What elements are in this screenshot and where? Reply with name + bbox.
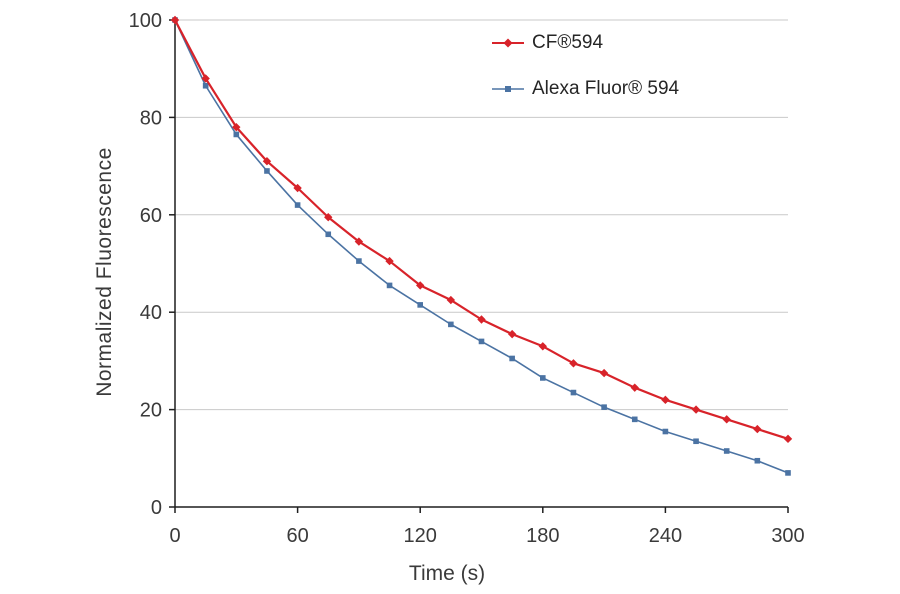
x-tick-label: 60: [286, 525, 308, 547]
series-line-alexa594: [174, 19, 789, 474]
data-point-marker: [416, 281, 425, 290]
data-point-marker: [691, 405, 701, 414]
data-point-marker: [386, 282, 393, 289]
data-point-marker: [662, 428, 669, 435]
data-point-marker: [661, 395, 670, 405]
data-point-marker: [599, 368, 609, 378]
data-point-marker: [753, 424, 762, 434]
data-point-marker: [324, 213, 333, 222]
data-point-marker: [477, 315, 486, 324]
legend: CF®594 Alexa Fluor® 594: [492, 32, 679, 124]
data-point-marker: [693, 438, 699, 445]
legend-label-cf594: CF®594: [532, 32, 604, 53]
data-point-marker: [233, 131, 240, 138]
data-point-marker: [262, 157, 272, 166]
square-marker-icon: [505, 86, 511, 92]
legend-item-cf594: CF®594: [492, 32, 679, 54]
data-point-marker: [722, 415, 731, 424]
legend-label-alexa594: Alexa Fluor® 594: [532, 78, 680, 99]
data-point-marker: [538, 342, 547, 351]
x-axis-label: Time (s): [408, 562, 486, 585]
legend-item-alexa594: Alexa Fluor® 594: [492, 78, 679, 100]
series-line-cf594: [174, 19, 789, 440]
data-point-marker: [785, 470, 791, 476]
data-point-marker: [201, 74, 210, 83]
y-tick-label: 100: [129, 10, 162, 32]
x-tick-label: 0: [169, 525, 180, 547]
x-tick-label: 120: [404, 525, 437, 547]
data-point-marker: [294, 202, 301, 208]
data-point-marker: [264, 168, 270, 174]
data-point-marker: [417, 302, 423, 308]
data-point-marker: [630, 383, 639, 392]
y-tick-label: 20: [140, 400, 162, 422]
x-tick-label: 240: [649, 525, 682, 547]
y-tick-label: 40: [140, 302, 162, 324]
x-tick-label: 300: [771, 525, 804, 547]
legend-swatch-cf594: [492, 38, 524, 48]
legend-swatch-alexa594: [492, 86, 524, 92]
x-tick-label: 180: [526, 525, 559, 547]
data-point-marker: [232, 122, 241, 132]
data-point-marker: [446, 295, 456, 305]
data-point-marker: [325, 231, 332, 238]
data-point-marker: [202, 82, 209, 89]
data-point-marker: [783, 434, 793, 444]
data-point-marker: [293, 183, 302, 193]
data-point-marker: [631, 416, 638, 423]
data-point-marker: [170, 15, 180, 25]
y-tick-label: 0: [151, 497, 162, 519]
data-point-marker: [754, 457, 761, 464]
data-point-marker: [723, 448, 730, 454]
data-point-marker: [509, 355, 515, 362]
data-point-marker: [507, 329, 517, 339]
data-point-marker: [354, 237, 364, 246]
data-point-marker: [478, 338, 485, 345]
data-point-marker: [356, 258, 362, 264]
y-tick-label: 80: [140, 107, 162, 129]
data-point-marker: [448, 321, 454, 328]
data-point-marker: [385, 256, 394, 266]
y-axis-label: Normalized Fluorescence: [93, 147, 116, 397]
diamond-marker-icon: [503, 38, 513, 48]
data-point-marker: [570, 389, 577, 396]
data-point-marker: [540, 375, 546, 381]
y-tick-label: 60: [140, 205, 162, 227]
data-point-marker: [601, 404, 607, 410]
data-point-marker: [569, 359, 578, 368]
